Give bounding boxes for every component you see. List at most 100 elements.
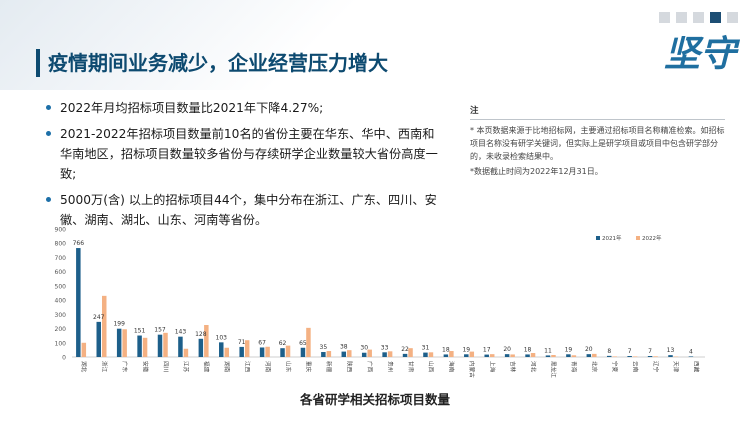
- bar-2021: [259, 347, 265, 357]
- bar-2022: [285, 345, 291, 357]
- category-label: 青海: [570, 361, 578, 373]
- bar-2021: [668, 355, 673, 357]
- bar-2021: [219, 342, 224, 357]
- category-label: 北京: [591, 361, 599, 373]
- y-tick-label: 100: [55, 340, 67, 347]
- data-label: 65: [299, 340, 307, 347]
- y-tick-label: 400: [55, 298, 67, 305]
- category-label: 黑龙江: [550, 361, 558, 378]
- y-tick-label: 800: [55, 241, 67, 248]
- bar-2021: [402, 353, 408, 357]
- bar-chart: 0 100 200 300 400 500 600 700 800 900 766 湖北 247 浙江 19…: [55, 227, 705, 378]
- bar-2022: [551, 355, 556, 357]
- data-label: 35: [320, 344, 328, 351]
- y-tick-label: 500: [55, 283, 67, 290]
- y-tick-label: 700: [55, 255, 67, 262]
- data-label: 62: [279, 340, 287, 347]
- category-label: 浙江: [100, 361, 108, 373]
- bar-2021: [484, 354, 489, 357]
- bar-2022: [592, 353, 597, 357]
- data-label: 38: [340, 344, 348, 351]
- bar-2022: [612, 356, 617, 357]
- y-tick-label: 200: [55, 326, 67, 333]
- category-label: 安徽: [141, 361, 149, 373]
- data-label: 143: [175, 329, 187, 336]
- bar-2022: [326, 351, 332, 357]
- data-label: 7: [648, 348, 652, 355]
- category-label: 宁夏: [611, 361, 619, 373]
- data-label: 19: [565, 346, 573, 353]
- category-label: 海南: [448, 361, 456, 373]
- bar-2022: [142, 337, 148, 357]
- bar-2021: [606, 355, 612, 357]
- bar-2021: [239, 346, 244, 357]
- category-label: 河南: [264, 361, 272, 373]
- bullet-item: 5000万(含) 以上的招标项目44个，集中分布在浙江、广东、四川、安徽、湖南、…: [46, 190, 446, 230]
- data-label: 7: [628, 348, 632, 355]
- data-label: 103: [216, 334, 228, 341]
- note-text: * 本页数据来源于比地招标网，主要通过招标项目名称精准检索。如招标项目名称没有研…: [470, 126, 725, 161]
- bar-2022: [204, 325, 209, 357]
- data-label: 20: [585, 346, 593, 353]
- category-label: 湖北: [80, 361, 88, 373]
- page-indicator-square: [659, 12, 670, 23]
- category-label: 陕西: [346, 361, 354, 373]
- data-label: 17: [483, 347, 491, 354]
- note-date: *数据截止时间为2022年12月31日。: [470, 167, 603, 176]
- note-label: 注: [470, 106, 479, 116]
- category-label: 江西: [243, 361, 250, 373]
- page-title: 疫情期间业务减少，企业经营压力增大: [48, 51, 388, 75]
- data-label: 8: [607, 348, 611, 355]
- bar-2022: [632, 356, 638, 357]
- category-label: 河北: [529, 361, 537, 373]
- data-label: 151: [134, 328, 146, 335]
- title-accent-bar: [36, 49, 40, 77]
- y-tick-label: 600: [55, 269, 67, 276]
- bar-2021: [361, 352, 367, 357]
- category-label: 甘肃: [407, 361, 415, 373]
- bar-2022: [367, 349, 372, 357]
- bar-2022: [224, 347, 230, 357]
- header-background: [0, 0, 360, 90]
- bar-2022: [347, 350, 352, 357]
- category-label: 吉林: [509, 361, 517, 373]
- bar-2022: [571, 355, 577, 357]
- data-label: 11: [544, 347, 552, 354]
- category-label: 天津: [672, 361, 679, 373]
- bar-2022: [265, 346, 270, 357]
- y-tick-label: 300: [55, 312, 67, 319]
- data-label: 199: [113, 321, 125, 328]
- bar-2022: [122, 329, 127, 357]
- bar-2022: [653, 356, 658, 357]
- bar-2021: [443, 354, 449, 357]
- category-label: 山西: [427, 361, 435, 373]
- bar-2022: [81, 342, 87, 357]
- bar-2022: [163, 332, 168, 357]
- data-label: 31: [422, 345, 430, 352]
- data-label: 13: [667, 347, 675, 354]
- bar-2021: [76, 248, 81, 357]
- bar-2022: [101, 295, 107, 357]
- category-label: 重庆: [305, 361, 313, 373]
- page-indicator-square: [693, 12, 704, 23]
- bar-2021: [382, 352, 387, 357]
- bar-2021: [198, 338, 204, 357]
- data-label: 19: [462, 346, 470, 353]
- data-label: 18: [442, 346, 450, 353]
- bar-2021: [566, 354, 571, 357]
- category-label: 广西: [366, 361, 374, 373]
- page-indicator-square: [676, 12, 687, 23]
- bar-2022: [387, 351, 393, 357]
- category-label: 辽宁: [652, 361, 660, 373]
- bar-2021: [504, 354, 510, 357]
- data-label: 71: [238, 339, 246, 346]
- page-indicator-square: [727, 12, 738, 23]
- bar-2022: [408, 348, 413, 357]
- category-label: 内蒙古: [468, 361, 476, 378]
- bar-2021: [525, 354, 530, 357]
- data-label: 20: [503, 346, 511, 353]
- data-label: 157: [154, 327, 166, 334]
- y-tick-label: 0: [62, 355, 66, 362]
- category-label: 福建: [203, 361, 211, 373]
- data-label: 4: [689, 348, 693, 355]
